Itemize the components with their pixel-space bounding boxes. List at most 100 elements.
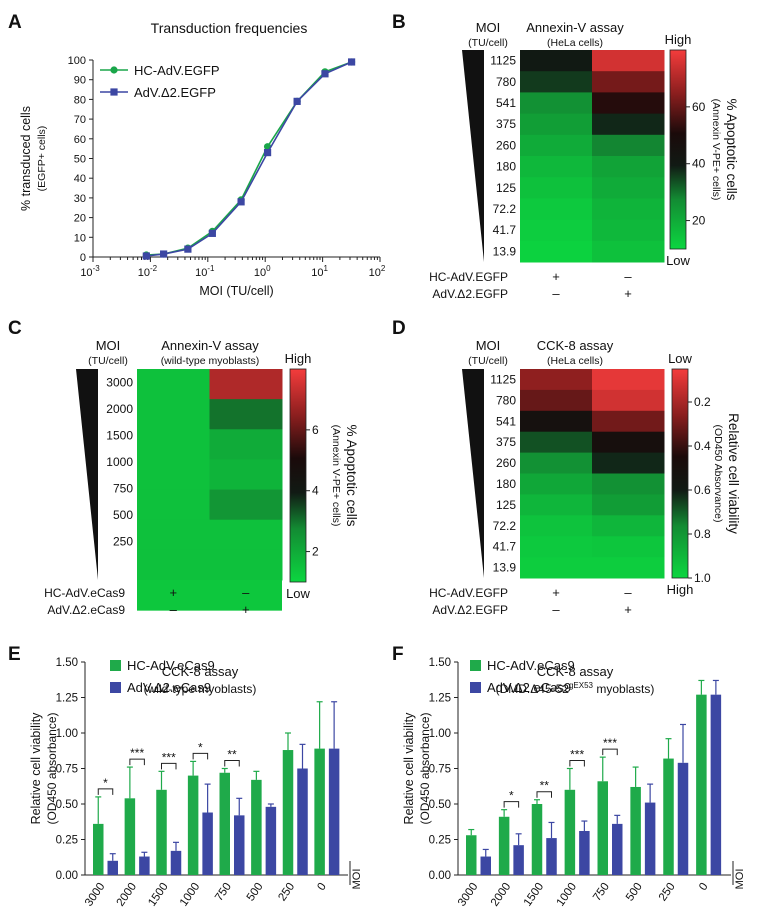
colorbar-tick-label: 0.8	[694, 527, 711, 541]
colorbar-label-sub: (Annexin V-PE+ cells)	[710, 99, 722, 201]
significance-label: ***	[603, 736, 617, 750]
significance-label: *	[509, 789, 514, 803]
colorbar-label: % Apoptotic cells	[344, 424, 359, 526]
x-tick-label: 10-2	[138, 264, 158, 279]
heatmap-cell	[520, 156, 593, 178]
heatmap-cell	[520, 92, 593, 115]
heatmap-cell	[520, 431, 593, 454]
y-axis-label-sub: (EGFP+ cells)	[36, 126, 48, 192]
row-header: MOI	[476, 20, 501, 35]
bar	[219, 772, 230, 875]
significance-label: ***	[130, 746, 144, 760]
row-label: 1500	[106, 428, 133, 442]
row-label: 1000	[106, 455, 133, 469]
chart-title: Transduction frequencies	[151, 20, 308, 36]
row-label: 541	[496, 414, 516, 428]
panel-c: C MOI (TU/cell) Annexin-V assay (wild-type m…	[8, 318, 359, 617]
significance-bracket	[224, 760, 240, 767]
heatmap-cell	[592, 177, 665, 199]
y-tick-label: 70	[74, 114, 86, 126]
x-tick-label: 1500	[146, 881, 171, 909]
row-label: 780	[496, 393, 516, 407]
row-label: 260	[496, 138, 516, 152]
row-label: 750	[113, 481, 133, 495]
bar	[498, 816, 510, 875]
row-header-sub: (TU/cell)	[88, 355, 128, 367]
heatmap-cell	[520, 240, 593, 263]
heatmap-cell	[520, 557, 593, 579]
condition-label: HC-AdV.EGFP	[429, 270, 508, 284]
heatmap-subtitle: (HeLa cells)	[547, 37, 603, 49]
bar	[630, 786, 641, 875]
heatmap-cell	[520, 71, 593, 93]
y-tick-label: 0.00	[429, 870, 451, 882]
data-point	[208, 229, 216, 237]
legend-label: HC-AdV.EGFP	[134, 63, 220, 78]
row-label: 180	[496, 477, 516, 491]
panel-letter: F	[392, 644, 404, 665]
legend-label: AdV.Δ2.eCas9	[487, 680, 571, 695]
y-tick-label: 0.75	[56, 764, 78, 776]
colorbar-tick-label: 2	[312, 545, 319, 559]
heatmap-cell	[592, 389, 665, 412]
bar	[710, 694, 722, 875]
colorbar-tick-label: 60	[692, 100, 706, 114]
legend-label: AdV.Δ2.eCas9	[127, 680, 211, 695]
x-tick-label: 1500	[522, 881, 547, 909]
subtitle-part: myoblasts)	[593, 682, 654, 696]
colorbar-tick-label: 0.4	[694, 439, 711, 453]
condition-sign: –	[552, 286, 560, 301]
significance-bracket	[192, 752, 209, 760]
heatmap-cell	[592, 536, 665, 558]
significance-label: *	[103, 776, 108, 790]
condition-label: HC-AdV.EGFP	[429, 586, 508, 600]
x-tick-label: 1000	[555, 881, 580, 909]
significance-bracket	[503, 801, 520, 808]
significance-bracket	[536, 791, 552, 798]
bar	[480, 856, 491, 875]
heatmap-cell	[209, 519, 283, 551]
heatmap-cell	[592, 156, 665, 178]
bar	[139, 856, 150, 875]
y-tick-label: 10	[74, 232, 86, 244]
legend-swatch	[470, 682, 481, 693]
x-tick-label: 101	[311, 264, 328, 279]
bar	[564, 789, 576, 875]
y-tick-label: 0.25	[56, 835, 78, 847]
row-label: 375	[496, 117, 516, 131]
significance-label: **	[540, 779, 550, 793]
bar	[513, 845, 524, 875]
bar	[107, 860, 118, 875]
panel-f: F CCK-8 assay (DMD.Δ45-52gEX53 myoblasts) 0…	[392, 644, 746, 909]
bar	[546, 838, 557, 875]
row-label: 1125	[490, 372, 516, 386]
heatmap-cell	[520, 494, 593, 516]
heatmap-cell	[520, 369, 593, 391]
colorbar-tick-label: 20	[692, 214, 706, 228]
heatmap-cell	[209, 459, 283, 491]
bar	[531, 804, 543, 875]
row-header: MOI	[476, 338, 501, 353]
bar	[202, 812, 213, 875]
bar	[328, 748, 340, 875]
row-label: 41.7	[493, 540, 517, 554]
y-tick-label: 1.25	[56, 693, 78, 705]
condition-label: AdV.Δ2.eCas9	[47, 603, 125, 617]
heatmap-cell	[209, 369, 283, 400]
significance-bracket	[569, 760, 585, 767]
condition-sign: –	[170, 602, 178, 617]
data-point	[347, 58, 356, 66]
bar	[696, 694, 707, 875]
y-tick-label: 0.00	[56, 870, 78, 882]
x-axis-label: MOI	[351, 869, 363, 890]
heatmap-cell	[592, 515, 665, 537]
colorbar-top-label: High	[285, 351, 312, 366]
row-label: 41.7	[493, 223, 517, 237]
row-label: 250	[113, 534, 133, 548]
heatmap-cell	[520, 50, 593, 72]
colorbar-tick-label: 1.0	[694, 571, 711, 585]
y-tick-label: 90	[74, 75, 86, 87]
heatmap-cell	[520, 410, 593, 433]
row-label: 125	[496, 498, 516, 512]
colorbar-label-sub: (Annexin V-PE+ cells)	[330, 425, 342, 527]
